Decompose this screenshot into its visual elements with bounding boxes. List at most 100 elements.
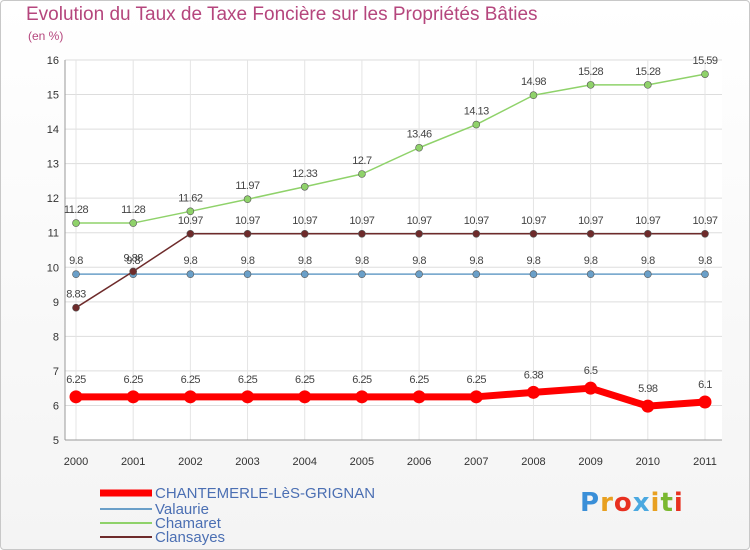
data-label: 10.97 [578,215,603,227]
data-label: 9.8 [469,255,483,267]
data-label: 10.97 [407,215,432,227]
data-label: 9.8 [412,255,426,267]
data-point [358,229,366,238]
x-tick-label: 2005 [350,456,374,468]
series-line [76,73,706,224]
data-point [72,270,80,278]
data-label: 11.28 [121,204,146,216]
data-label: 15.59 [692,55,717,67]
x-tick-label: 2000 [64,456,88,468]
data-label: 12.7 [352,155,372,167]
data-label: 9.8 [183,255,197,267]
data-point [243,229,252,238]
data-label: 9.8 [126,255,140,267]
data-label: 8.83 [66,289,86,301]
data-point [300,182,309,191]
x-tick-label: 2009 [578,456,602,468]
data-label: 6.1 [698,379,712,391]
data-label: 12.33 [292,168,317,180]
data-point [129,219,137,227]
data-point [644,270,652,278]
data-label: 6.25 [467,374,487,386]
y-tick-label: 14 [47,124,59,136]
data-label: 9.8 [241,255,255,267]
data-point [469,390,483,404]
data-point [701,270,709,278]
y-tick-label: 6 [53,400,59,412]
data-label: 6.5 [584,365,598,377]
legend-entry: Clansayes [155,529,225,546]
data-point [126,390,140,404]
data-label: 9.8 [584,255,598,267]
data-label: 9.8 [355,255,369,267]
data-label: 6.25 [295,374,315,386]
data-label: 6.38 [524,369,544,381]
data-point [241,390,255,404]
x-tick-label: 2011 [693,456,717,468]
data-label: 10.97 [464,215,489,227]
series-line [76,384,706,410]
x-tick-label: 2004 [292,456,316,468]
data-label: 10.97 [178,215,203,227]
data-label: 6.25 [238,374,258,386]
data-point [644,81,652,89]
data-label: 10.97 [521,215,546,227]
data-point [72,219,80,227]
data-point [69,390,83,404]
data-point [300,229,309,238]
data-label: 10.97 [292,215,317,227]
data-label: 15.28 [578,66,603,78]
data-label: 6.25 [181,374,201,386]
data-point [701,229,709,238]
data-point [72,303,80,312]
data-point [472,229,481,238]
data-point [701,70,709,78]
data-point [300,270,309,278]
data-point [529,91,538,100]
data-point [472,120,481,129]
y-tick-label: 16 [47,55,59,67]
data-label: 13.46 [407,129,432,141]
data-point [186,207,195,216]
legend-entry: Chamaret [155,515,222,532]
data-label: 6.25 [352,374,372,386]
data-label: 6.25 [123,374,143,386]
y-tick-label: 7 [53,366,59,378]
x-tick-label: 2002 [178,456,202,468]
data-point [243,270,252,278]
data-label: 10.97 [692,215,717,227]
data-point [586,81,595,89]
data-label: 10.97 [349,215,374,227]
data-label: 9.8 [527,255,541,267]
data-label: 6.25 [409,374,429,386]
y-tick-label: 10 [47,262,59,274]
data-point [298,390,312,404]
data-point [586,229,595,238]
data-point [183,390,197,404]
y-tick-label: 12 [47,193,59,205]
y-tick-label: 9 [53,297,59,309]
x-tick-label: 2006 [407,456,431,468]
data-label: 11.97 [235,180,260,192]
proxiti-logo: Proxiti [580,488,684,518]
data-point [412,390,426,404]
data-label: 14.98 [521,76,546,88]
data-point [415,143,423,152]
data-point [243,195,252,204]
unit-label: (en %) [28,29,64,43]
data-point [584,381,598,395]
x-tick-label: 2003 [235,456,259,468]
data-point [358,170,366,178]
data-point [586,270,595,278]
chart-title: Evolution du Taux de Taxe Foncière sur l… [26,4,538,25]
y-tick-label: 8 [53,331,59,343]
legend-entry: Valaurie [155,501,209,518]
data-point [186,229,195,238]
data-point [415,229,423,238]
data-point [529,229,538,238]
data-label: 14.13 [464,106,489,118]
y-tick-label: 11 [48,228,59,240]
x-tick-label: 2007 [464,456,488,468]
data-label: 9.8 [698,255,712,267]
